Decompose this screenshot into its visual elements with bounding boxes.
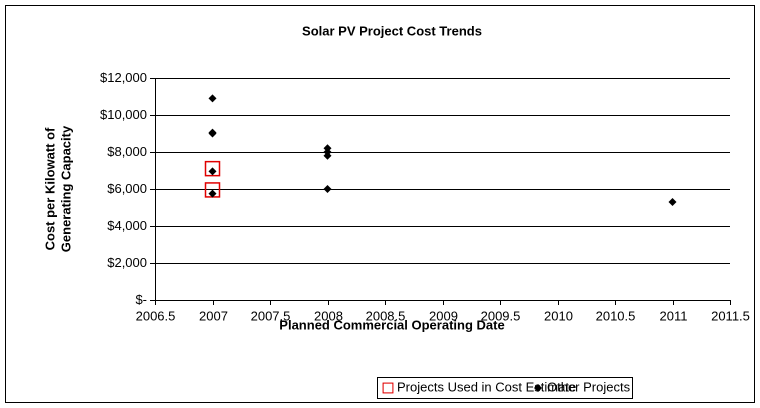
x-tick-label: 2010.5 bbox=[596, 308, 636, 323]
x-tick-label: 2008 bbox=[314, 308, 343, 323]
x-tick-label: 2009 bbox=[429, 308, 458, 323]
y-tick-label: $4,000 bbox=[107, 218, 147, 233]
x-tick-label: 2010 bbox=[544, 308, 573, 323]
legend-marker bbox=[382, 382, 394, 394]
x-tick-label: 2006.5 bbox=[136, 308, 176, 323]
y-tick-label: $8,000 bbox=[107, 144, 147, 159]
marker bbox=[323, 185, 332, 193]
marker bbox=[668, 197, 677, 206]
legend-marker bbox=[534, 384, 542, 392]
y-axis-label: Generating Capacity bbox=[58, 125, 73, 252]
legend-label: Other Projects bbox=[547, 379, 631, 394]
y-tick-label: $10,000 bbox=[100, 107, 147, 122]
y-tick-label: $12,000 bbox=[100, 70, 147, 85]
marker bbox=[208, 129, 217, 138]
x-tick-label: 2007.5 bbox=[251, 308, 291, 323]
chart-border bbox=[5, 5, 755, 403]
marker bbox=[323, 151, 332, 160]
x-tick-label: 2011 bbox=[660, 308, 688, 323]
marker bbox=[208, 189, 217, 198]
y-tick-label: $2,000 bbox=[107, 255, 147, 270]
y-axis-label: Cost per Kilowatt of bbox=[42, 127, 57, 250]
marker bbox=[208, 167, 217, 176]
y-tick-label: $6,000 bbox=[107, 181, 147, 196]
x-tick-label: 2007 bbox=[199, 308, 228, 323]
legend-label: Projects Used in Cost Estimate bbox=[397, 379, 576, 394]
marker bbox=[204, 160, 221, 177]
x-tick-label: 2008.5 bbox=[366, 308, 406, 323]
x-axis-label: Planned Commercial Operating Date bbox=[279, 317, 504, 332]
y-tick-label: $- bbox=[135, 292, 147, 307]
chart-title: Solar PV Project Cost Trends bbox=[302, 23, 482, 38]
marker bbox=[208, 94, 217, 103]
x-tick-label: 2009.5 bbox=[481, 308, 521, 323]
x-tick-label: 2011.5 bbox=[711, 308, 750, 323]
legend-box bbox=[377, 377, 633, 399]
